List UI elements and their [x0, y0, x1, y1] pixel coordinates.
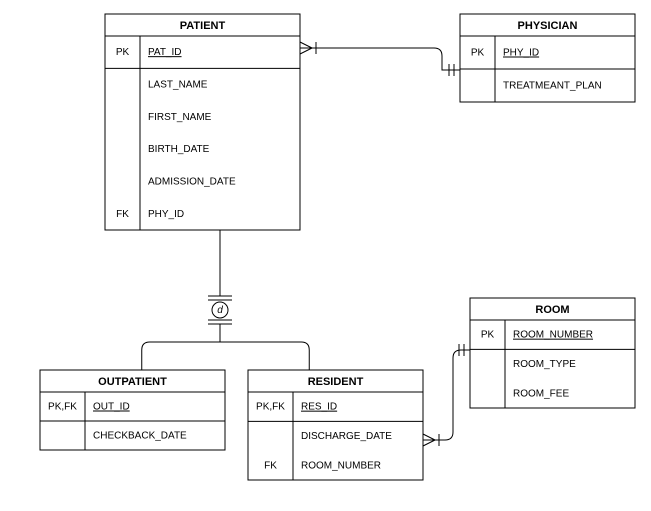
entity-title-patient: PATIENT — [180, 20, 226, 32]
attr-patient-0: PAT_ID — [148, 47, 182, 58]
entity-resident: RESIDENT PK,FK RES_ID DISCHARGE_DATE FK ROOM_… — [248, 370, 423, 480]
attr-resident-2: ROOM_NUMBER — [301, 460, 381, 471]
attr-patient-5: PHY_ID — [148, 209, 184, 220]
attr-outpatient-0: OUT_ID — [93, 402, 130, 413]
key-physician-0: PK — [471, 48, 485, 59]
key-room-0: PK — [481, 330, 495, 341]
attr-patient-3: BIRTH_DATE — [148, 144, 210, 155]
attr-outpatient-1: CHECKBACK_DATE — [93, 431, 187, 442]
inh-to-resident — [220, 342, 309, 370]
attr-resident-0: RES_ID — [301, 402, 337, 413]
entity-title-resident: RESIDENT — [308, 376, 364, 388]
attr-room-0: ROOM_NUMBER — [513, 330, 593, 341]
rel-resident-room — [423, 350, 470, 440]
key-resident-0: PK,FK — [256, 402, 285, 413]
attr-room-2: ROOM_FEE — [513, 388, 569, 399]
entity-outpatient: OUTPATIENT PK,FK OUT_ID CHECKBACK_DATE — [40, 370, 225, 450]
entity-title-room: ROOM — [535, 304, 569, 316]
entity-title-physician: PHYSICIAN — [518, 20, 578, 32]
rel-patient-physician — [300, 48, 460, 70]
disjoint-label: d — [217, 305, 223, 316]
attr-physician-1: TREATMEANT_PLAN — [503, 81, 602, 92]
attr-physician-0: PHY_ID — [503, 48, 539, 59]
attr-patient-2: FIRST_NAME — [148, 112, 212, 123]
entity-room: ROOM PK ROOM_NUMBER ROOM_TYPE ROOM_FEE — [470, 298, 635, 408]
attr-patient-1: LAST_NAME — [148, 80, 208, 91]
key-patient-0: PK — [116, 47, 130, 58]
entity-patient: PATIENT PK PAT_ID LAST_NAME FIRST_NAME BIRTH_… — [105, 14, 300, 230]
attr-patient-4: ADMISSION_DATE — [148, 177, 236, 188]
entity-physician: PHYSICIAN PK PHY_ID TREATMEANT_PLAN — [460, 14, 635, 102]
attr-resident-1: DISCHARGE_DATE — [301, 431, 392, 442]
key-patient-5: FK — [116, 209, 129, 220]
key-resident-2: FK — [264, 460, 277, 471]
key-outpatient-0: PK,FK — [48, 402, 77, 413]
attr-room-1: ROOM_TYPE — [513, 359, 576, 370]
entity-title-outpatient: OUTPATIENT — [98, 376, 167, 388]
inh-to-outpatient — [142, 342, 220, 370]
